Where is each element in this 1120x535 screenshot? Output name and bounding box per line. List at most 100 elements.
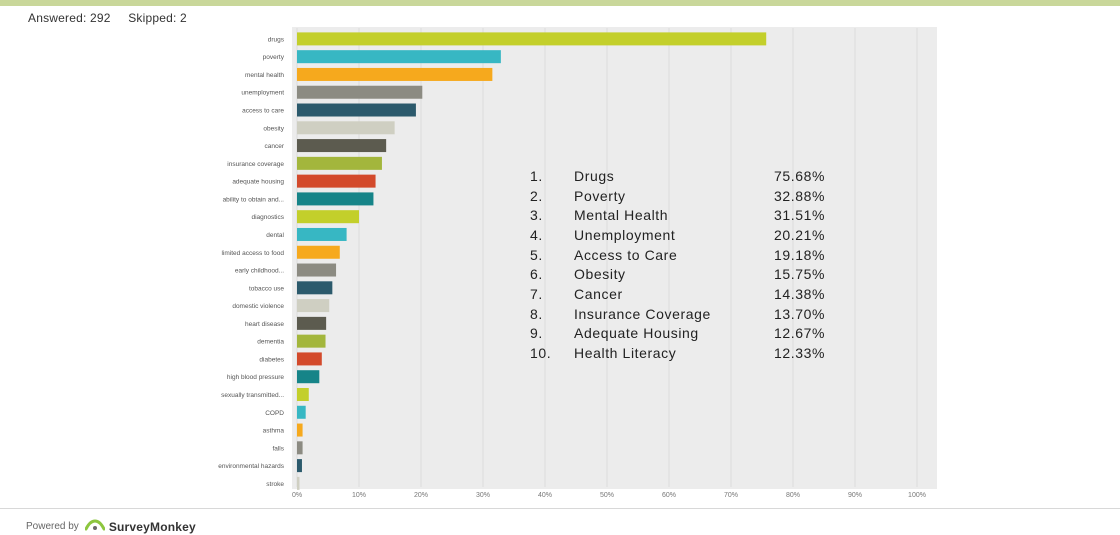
- list-item: 2. Poverty 32.88%: [530, 186, 844, 206]
- issue-name: Access to Care: [574, 246, 678, 263]
- category-label: diabetes: [259, 356, 284, 363]
- bar: [297, 103, 416, 117]
- category-label: insurance coverage: [227, 161, 284, 168]
- powered-by-label: Powered by: [26, 521, 79, 532]
- category-label: dental: [266, 232, 284, 239]
- rank-label: 5.: [530, 246, 543, 263]
- category-label: dementia: [257, 339, 284, 346]
- footer-divider: [0, 508, 1120, 509]
- list-item: 10. Health Literacy 12.33%: [530, 343, 844, 363]
- rank-label: 4.: [530, 226, 543, 243]
- bar: [297, 459, 302, 473]
- rank-label: 1.: [530, 167, 543, 184]
- x-tick-label: 0%: [292, 492, 302, 499]
- bar: [297, 67, 493, 81]
- issue-percent: 13.70%: [774, 305, 826, 322]
- bar: [297, 85, 423, 99]
- issue-name: Mental Health: [574, 207, 669, 224]
- bar: [297, 299, 330, 313]
- rank-label: 6.: [530, 266, 543, 283]
- issue-name: Poverty: [574, 187, 626, 204]
- bar: [297, 139, 387, 153]
- bar: [297, 352, 322, 366]
- category-label: asthma: [263, 428, 285, 435]
- list-item: 1. Drugs 75.68%: [530, 166, 844, 186]
- x-tick-label: 50%: [600, 492, 614, 499]
- top-ten-list: 1. Drugs 75.68% 2. Poverty 32.88% 3. Mental H…: [530, 166, 844, 363]
- response-counts: Answered: 292 Skipped: 2: [28, 11, 201, 25]
- bar: [297, 245, 340, 259]
- issue-name: Health Literacy: [574, 345, 677, 362]
- issue-percent: 14.38%: [774, 285, 826, 302]
- category-label: drugs: [268, 36, 285, 43]
- x-tick-label: 10%: [352, 492, 366, 499]
- skipped-count: Skipped: 2: [128, 11, 187, 25]
- category-label: early childhood...: [235, 268, 284, 275]
- category-label: falls: [272, 445, 284, 452]
- bar: [297, 156, 382, 170]
- rank-label: 2.: [530, 187, 543, 204]
- issue-percent: 75.68%: [774, 167, 826, 184]
- bar: [297, 387, 309, 401]
- bar: [297, 32, 767, 46]
- issue-name: Cancer: [574, 285, 623, 302]
- list-item: 5. Access to Care 19.18%: [530, 245, 844, 265]
- bar: [297, 121, 395, 135]
- list-item: 7. Cancer 14.38%: [530, 284, 844, 304]
- bar: [297, 423, 303, 437]
- category-label: poverty: [263, 54, 285, 61]
- bar: [297, 263, 337, 277]
- category-label: environmental hazards: [218, 463, 285, 470]
- bar: [297, 192, 374, 206]
- issue-percent: 20.21%: [774, 226, 826, 243]
- category-label: access to care: [242, 108, 284, 115]
- issue-percent: 32.88%: [774, 187, 826, 204]
- powered-by-footer: Powered by SurveyMonkey: [26, 519, 196, 534]
- category-label: COPD: [265, 410, 284, 417]
- x-tick-label: 40%: [538, 492, 552, 499]
- issue-name: Obesity: [574, 266, 626, 283]
- rank-label: 10.: [530, 345, 552, 362]
- issue-percent: 19.18%: [774, 246, 826, 263]
- x-tick-label: 100%: [908, 492, 926, 499]
- top-accent-stripe: [0, 0, 1120, 6]
- rank-label: 7.: [530, 285, 543, 302]
- category-label: ability to obtain and...: [223, 196, 285, 203]
- category-label: limited access to food: [221, 250, 284, 257]
- surveymonkey-logo-icon: [84, 519, 106, 534]
- list-item: 4. Unemployment 20.21%: [530, 225, 844, 245]
- category-label: unemployment: [241, 90, 284, 97]
- rank-label: 9.: [530, 325, 543, 342]
- bar: [297, 227, 347, 241]
- category-label: heart disease: [245, 321, 284, 328]
- category-label: adequate housing: [232, 179, 284, 186]
- issue-name: Adequate Housing: [574, 325, 699, 342]
- list-item: 8. Insurance Coverage 13.70%: [530, 304, 844, 324]
- bar: [297, 316, 327, 330]
- rank-label: 8.: [530, 305, 543, 322]
- x-tick-label: 30%: [476, 492, 490, 499]
- category-label: mental health: [245, 72, 284, 79]
- list-item: 3. Mental Health 31.51%: [530, 205, 844, 225]
- surveymonkey-brand: SurveyMonkey: [108, 519, 196, 534]
- issue-name: Insurance Coverage: [574, 305, 711, 322]
- bar: [297, 441, 303, 455]
- bar: [297, 174, 376, 188]
- category-label: cancer: [264, 143, 284, 150]
- category-label: domestic violence: [232, 303, 284, 310]
- bar: [297, 334, 326, 348]
- x-tick-label: 70%: [724, 492, 738, 499]
- issue-percent: 31.51%: [774, 207, 826, 224]
- category-label: tobacco use: [249, 285, 284, 292]
- bar: [297, 281, 333, 295]
- bar: [297, 370, 320, 384]
- bar: [297, 50, 501, 64]
- category-label: diagnostics: [251, 214, 284, 221]
- issue-name: Unemployment: [574, 226, 676, 243]
- bar: [297, 210, 359, 224]
- issue-name: Drugs: [574, 167, 615, 184]
- list-item: 9. Adequate Housing 12.67%: [530, 324, 844, 344]
- x-tick-label: 80%: [786, 492, 800, 499]
- issue-percent: 12.67%: [774, 325, 826, 342]
